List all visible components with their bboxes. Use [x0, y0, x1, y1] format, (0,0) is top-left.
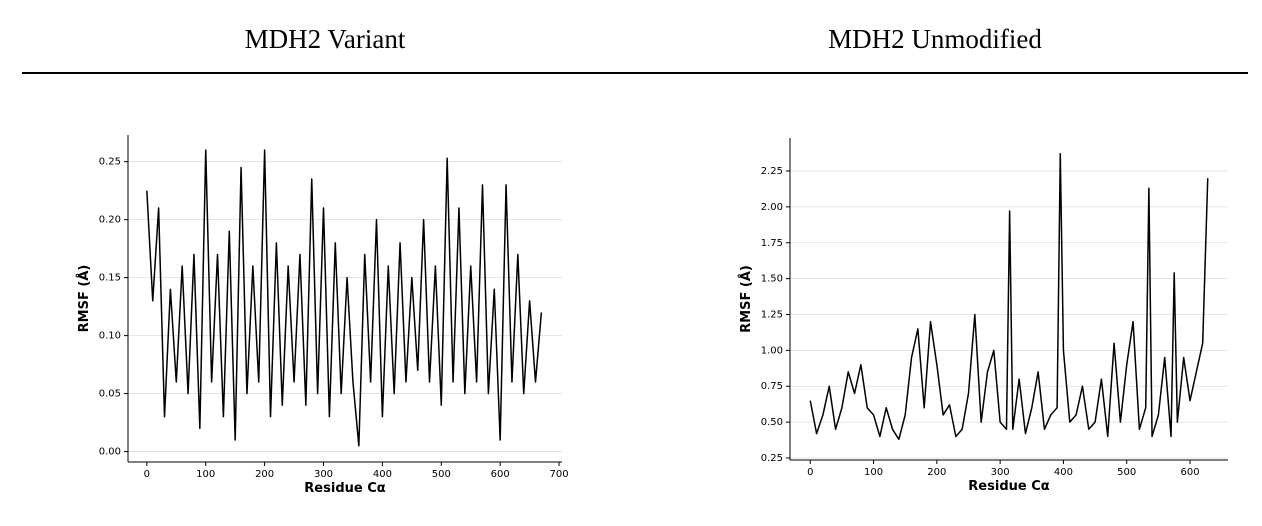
y-tick-label: 0.75 — [761, 381, 783, 392]
y-tick-label: 0.20 — [99, 215, 121, 226]
x-tick-label: 300 — [991, 467, 1010, 478]
y-axis-label: RMSF (Å) — [738, 265, 754, 333]
y-tick-label: 1.50 — [761, 274, 783, 285]
x-axis-label: Residue Cα — [968, 479, 1049, 494]
x-tick-label: 200 — [255, 469, 274, 480]
data-line — [146, 149, 543, 447]
x-tick-label: 600 — [491, 469, 510, 480]
x-tick-label: 300 — [314, 469, 333, 480]
x-axis-label: Residue Cα — [304, 481, 385, 496]
x-tick-label: 500 — [1117, 467, 1136, 478]
y-tick-label: 0.00 — [99, 447, 121, 458]
y-tick-label: 1.00 — [761, 345, 783, 356]
x-tick-label: 0 — [144, 469, 150, 480]
x-tick-label: 700 — [550, 469, 569, 480]
x-tick-label: 100 — [864, 467, 883, 478]
y-tick-label: 2.00 — [761, 202, 783, 213]
data-line — [809, 153, 1209, 441]
y-tick-label: 2.25 — [761, 166, 783, 177]
x-tick-label: 0 — [807, 467, 813, 478]
panel-title: MDH2 Unmodified — [828, 24, 1042, 54]
panel-title: MDH2 Variant — [245, 24, 406, 54]
y-tick-label: 0.15 — [99, 273, 121, 284]
y-tick-label: 0.10 — [99, 331, 121, 342]
x-tick-label: 600 — [1180, 467, 1199, 478]
x-tick-label: 200 — [927, 467, 946, 478]
y-tick-label: 0.05 — [99, 389, 121, 400]
x-tick-label: 400 — [373, 469, 392, 480]
y-tick-label: 0.25 — [761, 453, 783, 464]
y-axis-label: RMSF (Å) — [76, 265, 92, 333]
x-tick-label: 500 — [432, 469, 451, 480]
y-tick-label: 0.25 — [99, 157, 121, 168]
x-tick-label: 400 — [1054, 467, 1073, 478]
y-tick-label: 1.25 — [761, 309, 783, 320]
y-tick-label: 1.75 — [761, 238, 783, 249]
y-tick-label: 0.50 — [761, 417, 783, 428]
x-tick-label: 100 — [196, 469, 215, 480]
